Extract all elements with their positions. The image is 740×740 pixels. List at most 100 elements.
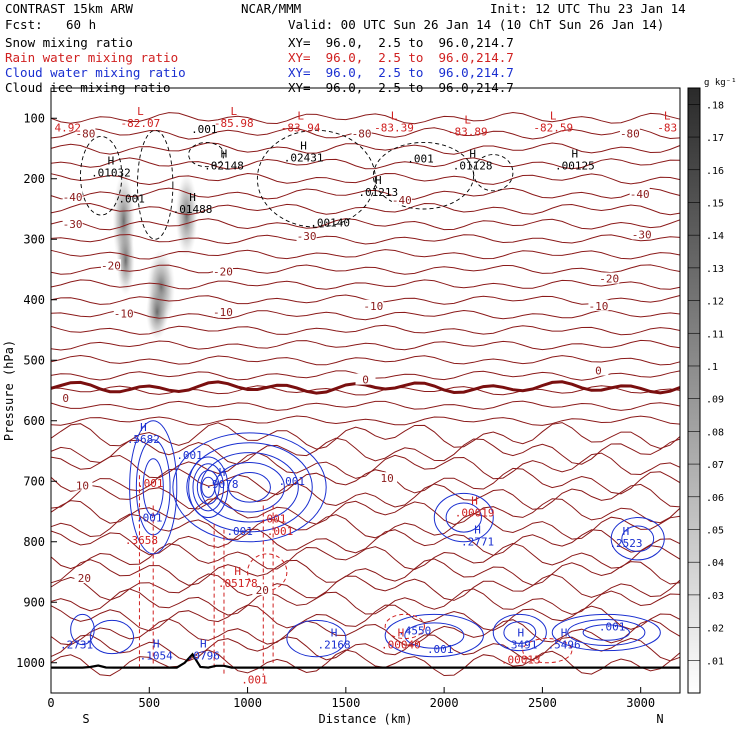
cloud-water-contour bbox=[228, 471, 271, 503]
axes-layer: 0 500 1000 1500 2000 2500 30001002003004005006… bbox=[2, 111, 664, 726]
terrain-surface bbox=[51, 652, 680, 669]
extremum-value: .001 bbox=[427, 643, 454, 656]
temperature-contour bbox=[50, 498, 681, 526]
zero-degree-contour bbox=[50, 380, 681, 395]
colorbar-tick-label: .01 bbox=[706, 656, 724, 667]
temperature-label-bg bbox=[588, 299, 609, 311]
extremum-marker: H bbox=[623, 525, 630, 538]
y-tick-label: 100 bbox=[23, 111, 45, 125]
extremum-marker: L bbox=[297, 109, 304, 122]
temperature-contour bbox=[50, 422, 681, 450]
cloud-water-contour bbox=[200, 452, 299, 523]
extremum-value: .2523 bbox=[609, 537, 642, 550]
extremum-value: -82.07 bbox=[121, 117, 161, 130]
cloud-water-contour bbox=[610, 517, 665, 561]
y-tick-label: 400 bbox=[23, 293, 45, 307]
extremum-marker: H bbox=[474, 524, 481, 537]
x-tick-label: 1500 bbox=[331, 696, 360, 710]
cloud-water-contour bbox=[445, 502, 482, 533]
temperature-contour bbox=[50, 324, 681, 336]
temperature-label: 0 bbox=[362, 374, 369, 387]
colorbar-tick-label: .16 bbox=[706, 166, 724, 177]
field-name-snow: Snow mixing ratio bbox=[5, 35, 133, 50]
temperature-label: -30 bbox=[297, 230, 317, 243]
plot-border bbox=[50, 87, 681, 694]
extremum-value: .01213 bbox=[358, 186, 398, 199]
cloud-water-contour bbox=[551, 613, 661, 652]
temperature-contour bbox=[50, 111, 681, 125]
temperature-label-bg bbox=[72, 479, 93, 491]
temperature-contour bbox=[50, 588, 681, 616]
temperature-contour bbox=[50, 400, 681, 411]
temperature-label: -10 bbox=[588, 300, 608, 313]
extremum-value: .001 bbox=[226, 525, 253, 538]
temperature-label-bg bbox=[363, 299, 384, 311]
extremum-marker: H bbox=[517, 627, 524, 640]
temperature-contour bbox=[50, 573, 681, 601]
temperature-label-bg bbox=[100, 259, 121, 271]
extremum-value: .00019 bbox=[455, 507, 495, 520]
temperature-contour bbox=[50, 264, 681, 275]
y-tick-label: 200 bbox=[23, 172, 45, 186]
org-label: NCAR/MMM bbox=[241, 1, 302, 16]
extremum-marker: H bbox=[331, 627, 338, 640]
temperature-label-bg bbox=[212, 305, 233, 317]
colorbar: .01 .02 .03 .04 .05 .06 .07 .08 .09 .1 .11 .12 .13 .1… bbox=[687, 78, 737, 694]
temperature-contour bbox=[50, 294, 681, 305]
extremum-value: .2168 bbox=[317, 639, 350, 652]
colorbar-tick-label: .04 bbox=[706, 558, 724, 569]
extremum-marker: H bbox=[375, 174, 382, 187]
temperature-contour bbox=[50, 202, 681, 216]
y-tick-label: 300 bbox=[23, 232, 45, 246]
terrain-layer bbox=[51, 652, 680, 669]
colorbar-tick-label: .07 bbox=[706, 460, 724, 471]
extremum-value: .02148 bbox=[204, 159, 244, 172]
x-tick-label: 2000 bbox=[430, 696, 459, 710]
temperature-label: -20 bbox=[101, 259, 121, 272]
extremum-value: .3658 bbox=[125, 534, 158, 547]
temperature-label: 0 bbox=[62, 392, 69, 405]
extremum-value: .001 bbox=[599, 620, 626, 633]
temperature-label-bg bbox=[296, 230, 317, 242]
extremum-value: -83 bbox=[657, 121, 677, 134]
y-tick-label: 800 bbox=[23, 535, 45, 549]
temperature-contour bbox=[50, 415, 681, 426]
cloud-ice-contour bbox=[473, 154, 514, 192]
temperature-label-bg bbox=[55, 391, 76, 403]
temperature-label: -20 bbox=[599, 273, 619, 286]
temperature-contour bbox=[50, 142, 681, 155]
cloud-ice-contour bbox=[372, 142, 475, 210]
temperature-label: -30 bbox=[63, 218, 83, 231]
extremum-value: .0796 bbox=[187, 649, 220, 662]
temperature-label-bg bbox=[631, 228, 652, 240]
colorbar-tick-label: .09 bbox=[706, 395, 724, 406]
temperature-label-bg bbox=[351, 127, 372, 139]
temperature-label: 10 bbox=[380, 472, 393, 485]
colorbar-tick-label: .02 bbox=[706, 624, 724, 635]
temperature-contour bbox=[50, 604, 681, 632]
temperature-label: -80 bbox=[352, 127, 372, 140]
extremum-marker: L bbox=[391, 109, 398, 122]
field-name-cloud-water: Cloud water mixing ratio bbox=[5, 65, 186, 80]
temperature-label-bg bbox=[113, 307, 134, 319]
temperature-label: -40 bbox=[392, 194, 412, 207]
init-time: Init: 12 UTC Thu 23 Jan 14 bbox=[490, 1, 686, 16]
cloud-ice-contour bbox=[188, 141, 225, 168]
extremum-value: .001 bbox=[191, 123, 218, 136]
extremum-marker: H bbox=[300, 140, 307, 153]
extremum-marker: L bbox=[664, 109, 671, 122]
temperature-label-bg bbox=[62, 190, 83, 202]
x-tick-label: 500 bbox=[138, 696, 160, 710]
colorbar-tick-label: .15 bbox=[706, 198, 724, 209]
rain-contour bbox=[384, 613, 425, 640]
cloud-water-contour bbox=[186, 442, 313, 533]
colorbar-tick-label: .17 bbox=[706, 133, 724, 144]
cloud-water-contour bbox=[621, 525, 655, 552]
temperature-label: -20 bbox=[213, 265, 233, 278]
extremum-value: .001 bbox=[136, 512, 163, 525]
temperature-label: 10 bbox=[76, 479, 89, 492]
temperature-label: 20 bbox=[78, 572, 91, 585]
extremum-value: .3491 bbox=[504, 639, 537, 652]
temperature-contour bbox=[50, 172, 681, 186]
